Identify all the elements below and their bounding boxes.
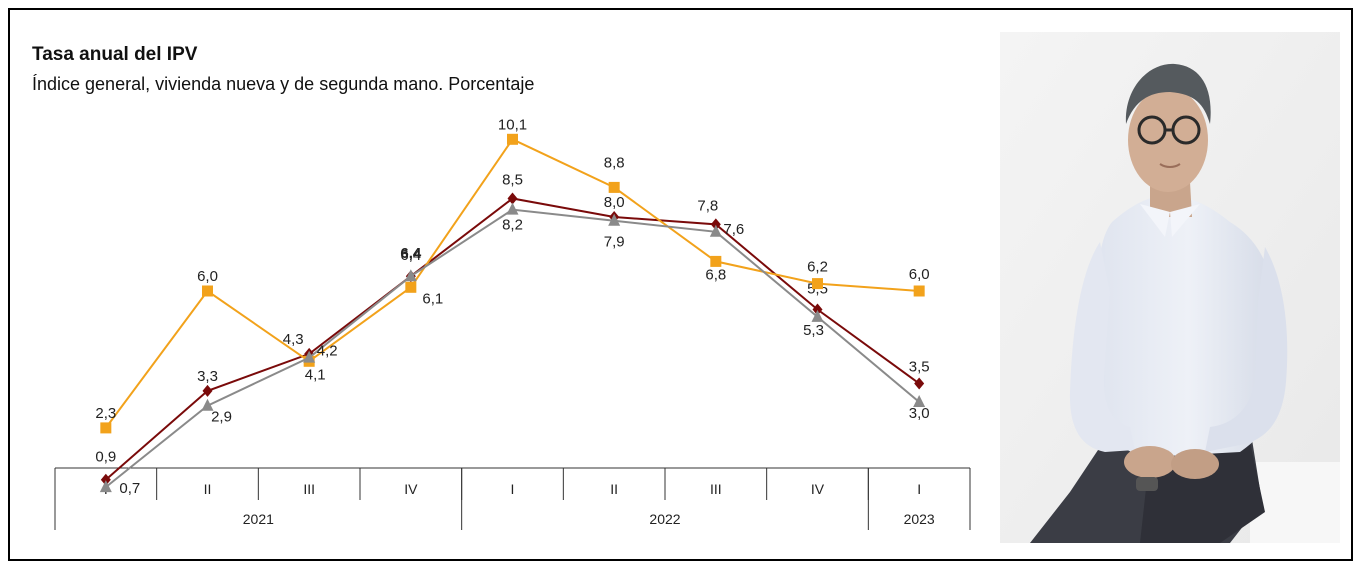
point-segunda [201, 398, 214, 411]
series-line-segunda [105, 208, 920, 488]
x-tick-label: IV [404, 481, 418, 497]
point-general [100, 473, 111, 486]
x-tick-label: I [917, 481, 921, 497]
chart-title: Tasa anual del IPV [32, 44, 198, 65]
point-general [812, 303, 823, 316]
data-label-general: 0,9 [95, 449, 116, 466]
data-label-segunda: 5,3 [803, 322, 824, 339]
data-label-nueva: 6,1 [422, 290, 443, 307]
point-nueva [202, 285, 213, 297]
x-tick-label: II [204, 481, 212, 497]
point-nueva [507, 133, 518, 145]
data-label-nueva: 6,8 [705, 266, 726, 283]
point-segunda [404, 269, 417, 282]
data-label-general: 3,3 [197, 368, 218, 385]
x-year-label: 2023 [904, 511, 935, 527]
x-tick-label: II [610, 481, 618, 497]
data-label-nueva: 8,8 [604, 154, 625, 171]
point-nueva [812, 278, 823, 290]
x-year-label: 2021 [243, 511, 274, 527]
x-year-label: 2022 [649, 511, 680, 527]
point-nueva [608, 181, 620, 193]
x-tick-label: III [303, 481, 315, 497]
point-nueva [710, 255, 722, 267]
point-general [202, 384, 213, 397]
series-line-general [105, 197, 920, 481]
point-segunda [506, 202, 519, 215]
line-chart: 202120222023IIIIIIIVIIIIIIIVI0,93,34,36,… [54, 116, 971, 530]
data-label-nueva: 2,3 [95, 405, 116, 422]
point-general [710, 218, 721, 231]
data-label-segunda: 7,9 [604, 234, 625, 251]
x-tick-label: IV [811, 481, 825, 497]
data-label-segunda: 0,7 [119, 480, 140, 497]
point-nueva [405, 281, 417, 293]
data-label-segunda: 7,6 [723, 221, 744, 238]
data-label-general: 7,8 [697, 197, 718, 214]
point-nueva [100, 422, 112, 434]
data-label-general: 4,3 [283, 331, 304, 348]
data-label-general: 6,4 [400, 245, 422, 262]
point-segunda [99, 480, 112, 493]
data-label-segunda: 6,4 [400, 247, 421, 264]
data-label-segunda: 3,0 [909, 405, 930, 422]
data-label-nueva: 6,2 [807, 259, 828, 276]
data-label-general: 8,0 [604, 194, 625, 211]
person-photo [1000, 32, 1340, 543]
point-nueva [913, 285, 925, 297]
point-segunda [811, 309, 824, 322]
data-label-segunda: 2,9 [211, 409, 232, 426]
x-tick-label: I [511, 481, 515, 497]
point-segunda [709, 224, 722, 237]
data-label-nueva: 6,0 [909, 266, 930, 283]
point-segunda [608, 213, 621, 226]
point-segunda [303, 350, 316, 363]
point-general [507, 192, 518, 205]
data-label-segunda: 8,2 [502, 217, 523, 234]
point-segunda [913, 395, 926, 407]
data-label-nueva: 4,1 [305, 366, 326, 383]
data-label-nueva: 10,1 [498, 116, 527, 133]
data-label-general: 3,5 [909, 359, 930, 376]
data-label-general: 8,5 [502, 172, 523, 189]
data-label-segunda: 4,2 [317, 343, 338, 360]
chart-subtitle: Índice general, vivienda nueva y de segu… [32, 74, 535, 94]
point-general [914, 377, 925, 390]
data-label-nueva: 6,0 [197, 268, 218, 285]
x-tick-label: III [710, 481, 722, 497]
